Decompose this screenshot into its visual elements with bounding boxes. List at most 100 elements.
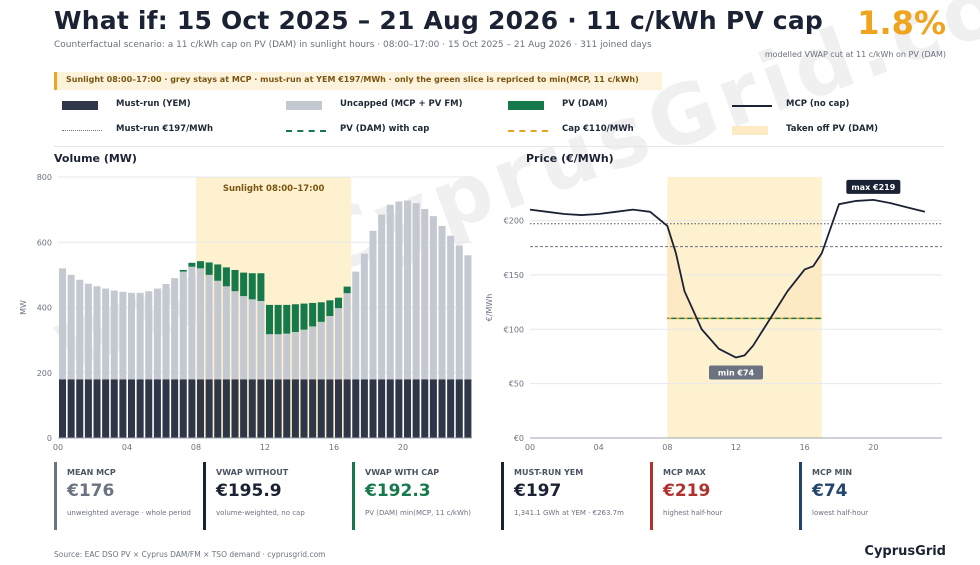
bar-uncapped	[136, 292, 144, 380]
bar-pv-dam	[240, 272, 248, 297]
bar-must-run	[119, 379, 127, 438]
legend-marker	[286, 101, 322, 110]
x-tick-label: 16	[329, 443, 339, 452]
bar-uncapped	[464, 255, 472, 380]
bar-must-run	[386, 379, 394, 438]
x-tick-label: 20	[398, 443, 408, 452]
bar-must-run	[326, 379, 334, 438]
y-tick-label: €150	[504, 271, 524, 280]
bar-must-run	[128, 379, 136, 438]
y-axis-label: MW	[19, 300, 28, 315]
price-chart-title: Price (€/MWh)	[526, 152, 614, 165]
bar-uncapped	[395, 201, 403, 380]
bar-uncapped	[326, 315, 334, 380]
legend-label: MCP (no cap)	[786, 99, 850, 109]
card-label: MCP MIN	[812, 468, 853, 477]
card-label: MUST-RUN YEM	[514, 468, 584, 477]
bar-must-run	[136, 379, 144, 438]
bar-uncapped	[257, 300, 265, 380]
legend-marker	[62, 130, 102, 131]
bar-uncapped	[291, 331, 299, 380]
bar-uncapped	[110, 290, 118, 380]
bar-pv-dam	[309, 302, 317, 327]
bar-uncapped	[93, 286, 101, 380]
bar-uncapped	[248, 299, 256, 380]
y-tick-label: 800	[37, 173, 52, 182]
bar-must-run	[162, 379, 170, 438]
bar-must-run	[369, 379, 377, 438]
bar-uncapped	[421, 208, 429, 380]
bar-pv-dam	[231, 269, 239, 292]
bar-pv-dam	[188, 262, 196, 267]
x-tick-label: 20	[868, 443, 878, 452]
card-value: €197	[514, 481, 562, 501]
card-value: €176	[67, 481, 115, 501]
bar-uncapped	[205, 274, 213, 380]
bar-uncapped	[438, 225, 446, 380]
bar-pv-dam	[214, 264, 222, 281]
bar-must-run	[412, 379, 420, 438]
bar-must-run	[447, 379, 455, 438]
card-mcp-min: MCP MIN €74 lowest half-hour	[799, 462, 940, 530]
bar-must-run	[145, 379, 153, 438]
bar-must-run	[179, 379, 187, 438]
bar-must-run	[266, 379, 274, 438]
legend-label: Uncapped (MCP + PV FM)	[340, 99, 463, 109]
volume-chart: Sunlight 08:00–17:00 0 200 400 600 800 MW 00 04 0…	[19, 173, 472, 452]
bar-must-run	[300, 379, 308, 438]
bar-must-run	[248, 379, 256, 438]
bar-uncapped	[429, 216, 437, 380]
bar-uncapped	[309, 326, 317, 380]
bar-must-run	[291, 379, 299, 438]
bar-must-run	[205, 379, 213, 438]
bar-pv-dam	[300, 303, 308, 330]
page-title: What if: 15 Oct 2025 – 21 Aug 2026 · 11 …	[54, 6, 823, 35]
bar-uncapped	[222, 286, 230, 380]
card-label: MEAN MCP	[67, 468, 116, 477]
bar-must-run	[231, 379, 239, 438]
bar-uncapped	[84, 283, 92, 380]
card-note: volume-weighted, no cap	[216, 509, 305, 517]
card-value: €74	[812, 481, 848, 501]
bar-must-run	[240, 379, 248, 438]
bar-uncapped	[119, 291, 127, 380]
bar-uncapped	[455, 245, 463, 380]
bar-uncapped	[67, 274, 75, 380]
y-tick-label: €200	[504, 217, 524, 226]
card-label: VWAP WITHOUT	[216, 468, 289, 477]
bar-must-run	[335, 379, 343, 438]
bar-uncapped	[447, 235, 455, 380]
min-label-box	[709, 365, 763, 380]
bar-uncapped	[231, 291, 239, 380]
bar-must-run	[352, 379, 360, 438]
x-tick-label: 08	[662, 443, 672, 452]
legend-label: Cap €110/MWh	[562, 124, 634, 134]
bar-must-run	[378, 379, 386, 438]
card-note: unweighted average · whole period	[67, 509, 192, 517]
bar-uncapped	[317, 321, 325, 380]
bar-uncapped	[171, 278, 179, 380]
card-vwap-without: VWAP WITHOUT €195.9 volume-weighted, no ca…	[203, 462, 344, 530]
bar-must-run	[102, 379, 110, 438]
summary-cards: MEAN MCP €176 unweighted average · whole p…	[54, 462, 949, 534]
legend-label: Must-run €197/MWh	[116, 124, 214, 134]
bar-must-run	[153, 379, 161, 438]
bar-uncapped	[369, 230, 377, 380]
bar-uncapped	[343, 293, 351, 380]
bar-pv-dam	[248, 273, 256, 300]
x-tick-label: 08	[191, 443, 201, 452]
bar-must-run	[67, 379, 75, 438]
y-tick-label: 400	[37, 304, 52, 313]
x-tick-label: 04	[122, 443, 132, 452]
bar-must-run	[214, 379, 222, 438]
bar-uncapped	[145, 291, 153, 380]
card-label: MCP MAX	[663, 468, 706, 477]
card-value: €192.3	[365, 481, 431, 501]
bar-must-run	[283, 379, 291, 438]
bar-uncapped	[283, 333, 291, 380]
bar-must-run	[197, 379, 205, 438]
bar-uncapped	[300, 329, 308, 380]
bar-pv-dam	[205, 262, 213, 275]
x-tick-label: 16	[800, 443, 810, 452]
card-note: 1,341.1 GWh at YEM · €263.7m	[514, 509, 624, 517]
